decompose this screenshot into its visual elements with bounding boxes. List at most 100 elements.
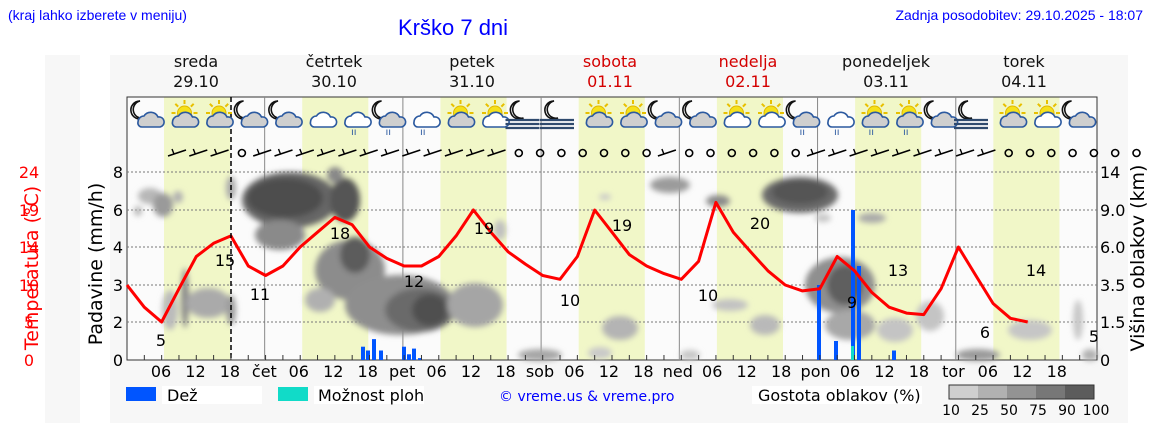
day-date: 03.11 xyxy=(863,72,909,91)
x-tick-label: pet xyxy=(389,362,415,381)
temperature-labels: 5 15 11 18 12 19 10 19 10 20 9 13 6 14 5 xyxy=(156,214,1099,350)
svg-text:8: 8 xyxy=(113,163,123,182)
wind-calm-icon xyxy=(770,148,779,158)
x-tick-label: 12 xyxy=(599,362,619,381)
temp-label: 10 xyxy=(560,291,580,310)
svg-text:6.0: 6.0 xyxy=(1100,238,1125,257)
wind-calm-icon xyxy=(642,148,651,158)
wind-barb-icon xyxy=(189,149,208,157)
temp-label: 9 xyxy=(847,293,857,312)
rain-bar xyxy=(892,350,896,360)
svg-text:25: 25 xyxy=(971,403,989,419)
wind-barb-icon xyxy=(828,149,847,157)
day-date: 01.11 xyxy=(587,72,633,91)
wind-barb-icon xyxy=(891,149,911,157)
svg-text:75: 75 xyxy=(1029,403,1047,419)
wind-barb-icon xyxy=(316,149,336,157)
svg-text:0: 0 xyxy=(113,351,123,370)
moon-cloud-icon xyxy=(233,100,269,128)
day-name: sobota xyxy=(582,52,638,71)
legend-showers-label: Možnost ploh xyxy=(318,386,424,405)
rain-bar xyxy=(418,358,422,360)
day-header-2: petek 31.10 xyxy=(412,52,532,92)
svg-text:10: 10 xyxy=(942,403,960,419)
temperature-axis-title: Temperatura (°C) xyxy=(21,186,43,351)
rain-bar xyxy=(407,354,411,360)
x-tick-label: pon xyxy=(801,362,831,381)
wind-barb-icon xyxy=(849,149,868,157)
moon-cloud-icon xyxy=(268,100,303,128)
last-update: Zadnja posodobitev: 29.10.2025 - 18:07 xyxy=(895,7,1143,23)
sun-cloud-light-icon xyxy=(482,100,510,128)
svg-text:3: 3 xyxy=(113,276,123,295)
moon-fog-icon xyxy=(540,100,574,130)
sun-cloud-icon xyxy=(171,100,200,128)
day-header-1: četrtek 30.10 xyxy=(274,52,394,92)
moon-cloud-icon xyxy=(130,100,165,128)
wind-barb-icon xyxy=(167,149,187,157)
wind-barb-row xyxy=(167,148,1141,158)
x-tick-label: 12 xyxy=(323,362,343,381)
legend-showers-swatch xyxy=(278,387,308,401)
daytime-bands xyxy=(127,97,1097,360)
svg-text:90: 90 xyxy=(1058,403,1076,419)
legend-rain-swatch xyxy=(126,387,156,401)
rain-bar xyxy=(402,346,406,360)
temp-label: 5 xyxy=(156,331,166,350)
x-tick-label: tor xyxy=(942,362,965,381)
wind-calm-icon xyxy=(535,148,545,158)
temp-label: 12 xyxy=(404,272,424,291)
day-separators xyxy=(264,97,957,360)
wind-barb-icon xyxy=(977,149,996,157)
sun-cloud-light-icon xyxy=(758,100,786,128)
wind-calm-icon xyxy=(514,148,524,158)
wind-barb-icon xyxy=(210,149,229,157)
sun-cloud-icon xyxy=(206,100,234,128)
wind-barb-icon xyxy=(359,149,378,157)
showers-bar xyxy=(851,346,854,360)
wind-barb-icon xyxy=(657,149,677,157)
svg-text:2: 2 xyxy=(113,313,123,332)
temp-label: 13 xyxy=(888,261,908,280)
day-date: 30.10 xyxy=(311,72,357,91)
svg-text:9.0: 9.0 xyxy=(1100,201,1125,220)
svg-text:24: 24 xyxy=(19,163,39,182)
rain-bar xyxy=(379,350,383,360)
wind-calm-icon xyxy=(578,148,588,158)
cloud-rain-icon: ıı xyxy=(344,111,372,138)
svg-text:ıı: ıı xyxy=(903,127,909,138)
moon-cloud-icon xyxy=(647,100,683,128)
day-name: petek xyxy=(449,52,495,71)
sun-cloud-icon xyxy=(447,100,476,128)
rain-bar xyxy=(851,210,855,360)
wind-calm-icon xyxy=(727,148,737,158)
sun-cloud-icon xyxy=(999,100,1028,128)
temp-label: 18 xyxy=(330,224,350,243)
wind-calm-icon xyxy=(557,148,566,158)
sun-cloud-icon xyxy=(620,100,648,128)
wind-calm-icon xyxy=(684,148,694,158)
rain-bars xyxy=(361,210,896,360)
rain-bar xyxy=(372,339,376,360)
rain-bar xyxy=(361,346,365,360)
wind-barb-icon xyxy=(274,149,293,157)
wind-barb-icon xyxy=(934,149,954,157)
rain-bar xyxy=(834,341,838,360)
temp-label: 20 xyxy=(750,214,770,233)
svg-text:0: 0 xyxy=(24,351,34,370)
wind-barb-icon xyxy=(870,149,890,157)
x-tick-label: 06 xyxy=(151,362,171,381)
legend-rain-label: Dež xyxy=(167,386,198,405)
x-tick-label: 18 xyxy=(220,362,240,381)
svg-text:ıı: ıı xyxy=(420,127,426,138)
svg-text:5: 5 xyxy=(24,313,34,332)
rain-bar xyxy=(366,350,370,360)
temp-label: 6 xyxy=(980,323,990,342)
day-name: nedelja xyxy=(718,52,778,71)
day-date: 31.10 xyxy=(449,72,495,91)
wind-calm-icon xyxy=(620,148,630,158)
region-menu-hint[interactable]: (kraj lahko izberete v meniju) xyxy=(8,7,187,23)
rain-bar xyxy=(857,266,861,360)
cloud-rain-icon: ıı xyxy=(827,111,855,138)
wind-barb-icon xyxy=(955,149,975,157)
